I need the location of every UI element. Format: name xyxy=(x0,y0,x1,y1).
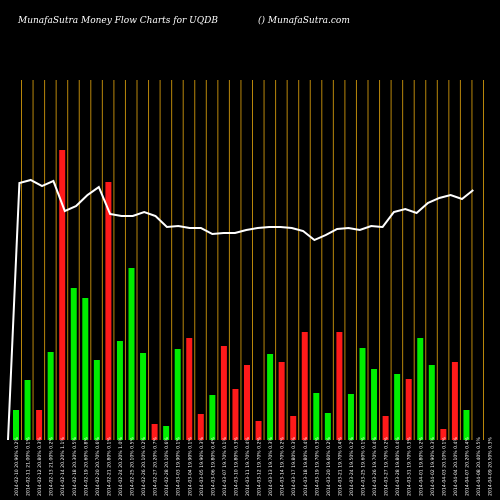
x-tick-label: 2014-02-11 21.00% 0.1% xyxy=(26,437,32,496)
bar-down xyxy=(36,410,43,440)
bar-up xyxy=(417,338,424,440)
bar-up xyxy=(324,413,331,440)
x-tick-label: 2014-03-07 19.70% 0.1% xyxy=(222,437,228,496)
bars xyxy=(13,150,470,440)
x-tick-label: 2014-02-12 20.80% 0.3% xyxy=(37,437,43,496)
bar-up xyxy=(359,348,366,440)
x-tick-label: 2014-03-13 19.70% 0.3% xyxy=(268,437,274,496)
bar-up xyxy=(394,374,401,440)
x-tick-label: 2014-04-03 20.10% 0.1% xyxy=(441,437,447,496)
x-tick-label: 2014-03-17 19.80% 0.3% xyxy=(291,437,297,496)
x-tick-label: 2014-04-08 20.40% 0.5% xyxy=(476,437,482,496)
x-tick-label: 2014-03-05 19.90% 0.3% xyxy=(199,437,205,496)
x-tick-label: 2014-03-27 19.70% 0.2% xyxy=(384,437,390,496)
x-tick-label: 2014-03-24 19.50% 0.2% xyxy=(349,437,355,496)
bar-down xyxy=(440,429,447,440)
bar-down xyxy=(301,332,308,440)
x-tick-label: 2014-02-28 20.10% 0.6% xyxy=(164,437,170,496)
chart-title: MunafaSutra Money Flow Charts for UQDB xyxy=(18,16,218,26)
x-tick-label: 2014-03-18 19.80% 0.4% xyxy=(303,437,309,496)
x-tick-label: 2014-02-24 20.20% 1.0% xyxy=(118,437,124,496)
x-tick-label: 2014-03-21 19.70% 0.4% xyxy=(337,437,343,496)
x-tick-label: 2014-02-25 20.10% 0.5% xyxy=(130,437,136,496)
x-tick-label: 2014-02-26 20.10% 0.2% xyxy=(141,437,147,496)
bar-up xyxy=(163,426,170,440)
bar-down xyxy=(255,421,262,440)
x-tick-label: 2014-04-07 20.20% 0.4% xyxy=(464,437,470,496)
x-tick-label: 2014-04-02 19.90% 0.3% xyxy=(430,437,436,496)
bar-up xyxy=(371,369,378,440)
x-tick-label: 2014-03-03 19.90% 0.1% xyxy=(176,437,182,496)
x-tick-label: 2014-03-06 19.80% 0.4% xyxy=(210,437,216,496)
x-tick-label: 2014-02-18 20.30% 0.5% xyxy=(72,437,78,496)
x-tick-label: 2014-04-01 19.80% 0.2% xyxy=(418,437,424,496)
x-tick-label: 2014-03-12 19.70% 0.2% xyxy=(257,437,263,496)
bar-down xyxy=(186,338,193,440)
bar-up xyxy=(428,365,435,440)
x-tick-label: 2014-03-10 19.80% 0.3% xyxy=(233,437,239,496)
bar-up xyxy=(209,395,216,440)
bar-up xyxy=(93,360,100,440)
bar-up xyxy=(116,341,123,440)
bar-up xyxy=(24,380,31,440)
bar-down xyxy=(220,346,227,440)
bar-up xyxy=(174,349,181,440)
x-tick-label: 2014-04-09 20.50% 0.3% xyxy=(488,437,494,496)
bar-down xyxy=(382,416,389,440)
x-tick-label: 2014-03-14 19.70% 0.2% xyxy=(280,437,286,496)
x-tick-label: 2014-02-10 20.90% 0.2% xyxy=(14,437,20,496)
bar-up xyxy=(463,410,470,440)
bar-up xyxy=(128,268,135,440)
bar-up xyxy=(140,353,147,440)
x-tick-label: 2014-03-20 19.60% 0.2% xyxy=(326,437,332,496)
money-flow-line xyxy=(7,178,474,441)
bar-down xyxy=(197,414,204,440)
x-tick-labels: 2014-02-10 20.90% 0.2% 2014-02-11 21.00% … xyxy=(14,437,494,496)
x-tick-label: 2014-02-27 20.20% 0.7% xyxy=(153,437,159,496)
bar-down xyxy=(336,332,343,440)
bar-down xyxy=(451,362,458,440)
bar-down xyxy=(290,416,297,440)
grid-lines xyxy=(21,80,484,440)
bar-down xyxy=(405,379,412,440)
bar-down xyxy=(151,424,158,440)
chart-source: () MunafaSutra.com xyxy=(258,16,350,26)
bar-up xyxy=(82,298,89,440)
x-tick-label: 2014-03-04 19.90% 0.1% xyxy=(187,437,193,496)
x-tick-label: 2014-03-11 19.70% 0.4% xyxy=(245,437,251,496)
bar-up xyxy=(347,394,354,440)
x-tick-label: 2014-02-20 20.70% 0.6% xyxy=(95,437,101,496)
bar-up xyxy=(267,354,274,440)
bar-up xyxy=(70,288,77,440)
x-tick-label: 2014-03-25 19.60% 0.1% xyxy=(361,437,367,496)
bar-down xyxy=(105,182,112,440)
x-tick-label: 2014-02-13 21.00% 0.2% xyxy=(49,437,55,496)
x-tick-label: 2014-03-26 19.70% 0.4% xyxy=(372,437,378,496)
x-tick-label: 2014-02-21 20.80% 0.1% xyxy=(106,437,112,496)
x-tick-label: 2014-02-19 20.60% 0.8% xyxy=(83,437,89,496)
x-tick-label: 2014-02-14 20.20% 1.1% xyxy=(60,437,66,496)
bar-down xyxy=(278,362,285,440)
x-tick-label: 2014-04-04 20.10% 0.4% xyxy=(453,437,459,496)
bar-up xyxy=(313,393,320,440)
bar-up xyxy=(13,410,19,440)
bar-down xyxy=(244,365,250,440)
x-tick-label: 2014-03-19 19.70% 0.3% xyxy=(314,437,320,496)
x-tick-label: 2014-03-28 19.80% 0.4% xyxy=(395,437,401,496)
bar-down xyxy=(232,389,239,440)
bar-up xyxy=(47,352,54,440)
x-tick-label: 2014-03-31 19.70% 0.3% xyxy=(407,437,413,496)
bar-down xyxy=(59,150,66,440)
